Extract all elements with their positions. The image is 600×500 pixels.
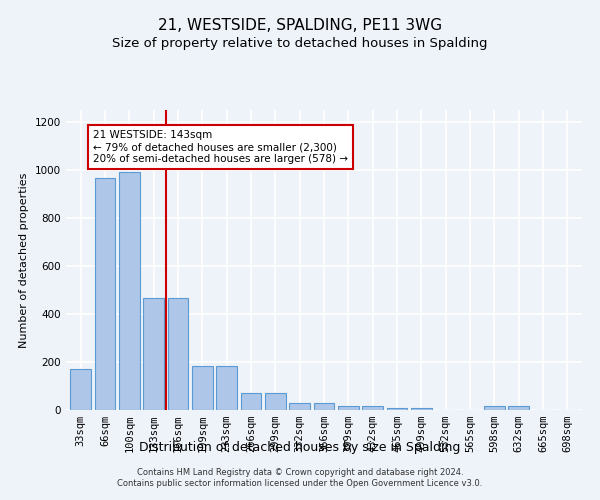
Text: Contains HM Land Registry data © Crown copyright and database right 2024.
Contai: Contains HM Land Registry data © Crown c…: [118, 468, 482, 487]
Text: 21, WESTSIDE, SPALDING, PE11 3WG: 21, WESTSIDE, SPALDING, PE11 3WG: [158, 18, 442, 32]
Text: Size of property relative to detached houses in Spalding: Size of property relative to detached ho…: [112, 38, 488, 51]
Bar: [314, 404, 334, 410]
Bar: [386, 408, 407, 410]
Bar: [484, 406, 505, 410]
Bar: [95, 178, 115, 410]
Bar: [508, 406, 529, 410]
Bar: [241, 393, 262, 410]
Bar: [119, 172, 140, 410]
Bar: [289, 404, 310, 410]
Bar: [167, 298, 188, 410]
Bar: [143, 298, 164, 410]
Bar: [362, 406, 383, 410]
Text: Distribution of detached houses by size in Spalding: Distribution of detached houses by size …: [139, 441, 461, 454]
Bar: [411, 408, 432, 410]
Y-axis label: Number of detached properties: Number of detached properties: [19, 172, 29, 348]
Text: 21 WESTSIDE: 143sqm
← 79% of detached houses are smaller (2,300)
20% of semi-det: 21 WESTSIDE: 143sqm ← 79% of detached ho…: [93, 130, 348, 164]
Bar: [70, 369, 91, 410]
Bar: [338, 406, 359, 410]
Bar: [265, 393, 286, 410]
Bar: [192, 366, 212, 410]
Bar: [216, 366, 237, 410]
